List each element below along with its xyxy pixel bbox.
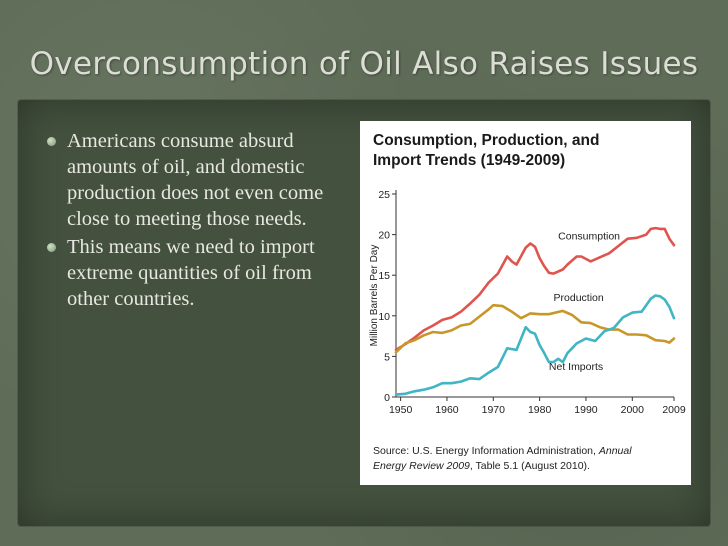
series-label: Production	[554, 292, 604, 304]
bullet-icon	[47, 137, 56, 146]
source-line-2: Energy Review 2009, Table 5.1 (August 20…	[373, 460, 590, 472]
y-tick-label: 15	[378, 270, 390, 282]
bullet-list: Americans consume absurd amounts of oil,…	[47, 128, 347, 314]
x-tick-label: 1980	[528, 404, 552, 416]
slide-title: Overconsumption of Oil Also Raises Issue…	[29, 46, 699, 82]
series-label: Consumption	[558, 230, 620, 242]
series-label: Net Imports	[549, 361, 603, 373]
y-tick-label: 10	[378, 311, 390, 323]
y-axis-label: Million Barrels Per Day	[369, 245, 380, 347]
bullet-text: This means we need to import extreme qua…	[67, 236, 315, 310]
y-tick-label: 0	[384, 392, 390, 404]
chart-title-line-2: Import Trends (1949-2009)	[373, 152, 565, 169]
series-line-production	[394, 303, 676, 354]
bullet-item: This means we need to import extreme qua…	[47, 234, 347, 312]
bullet-icon	[47, 243, 56, 252]
x-tick-label: 1990	[574, 404, 598, 416]
x-tick-label: 2009	[662, 404, 686, 416]
y-tick-label: 5	[384, 351, 390, 363]
x-tick-label: 2000	[621, 404, 645, 416]
series-line-net-imports	[394, 294, 676, 396]
bullet-text: Americans consume absurd amounts of oil,…	[67, 130, 324, 230]
x-tick-label: 1960	[435, 404, 459, 416]
bullet-item: Americans consume absurd amounts of oil,…	[47, 128, 347, 232]
y-tick-label: 20	[378, 230, 390, 242]
x-tick-label: 1950	[389, 404, 413, 416]
chart-svg: Consumption, Production, and Import Trend…	[369, 132, 686, 472]
x-tick-label: 1970	[482, 404, 506, 416]
source-line-1: Source: U.S. Energy Information Administ…	[373, 445, 632, 457]
series-line-consumption	[394, 226, 676, 352]
chart-image: Consumption, Production, and Import Trend…	[360, 121, 691, 485]
chart-title-line-1: Consumption, Production, and	[373, 132, 599, 149]
y-tick-label: 25	[378, 189, 390, 201]
